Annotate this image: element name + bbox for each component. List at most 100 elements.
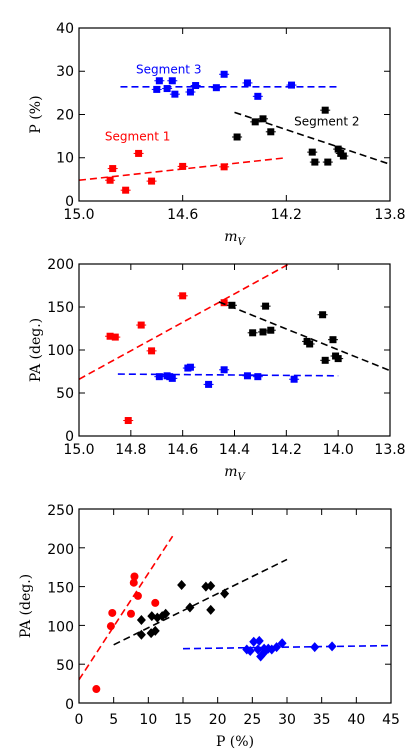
y-tick-label: 20 [56, 107, 74, 123]
y-tick-label: 250 [47, 503, 74, 519]
panel-1: 15.0 14.6 14.2 13.8 0 10 20 30 40 mV P (%) Segment … [28, 21, 406, 248]
data-point [192, 82, 200, 90]
data-point [163, 85, 171, 93]
data-point [106, 176, 114, 184]
y-tick-label: 100 [47, 343, 74, 359]
data-point [259, 328, 267, 336]
series-2 [232, 106, 390, 166]
data-point [124, 417, 132, 425]
x-tick-label: 14.6 [167, 207, 198, 223]
panel-3: 0 5 10 15 20 25 30 35 40 45 0 50 100 150 200 250 P (%) PA… [18, 503, 400, 749]
data-point [288, 81, 296, 89]
data-point [186, 363, 194, 371]
data-point [135, 149, 143, 157]
panel-2: 15.0 14.8 14.6 14.4 14.2 14.0 13.8 0 50 100 150 200… [28, 257, 406, 483]
data-point [153, 85, 161, 93]
data-point [129, 578, 138, 587]
data-point [339, 152, 347, 160]
y-axis-label: PA (deg.) [18, 574, 34, 638]
data-point [168, 77, 176, 85]
fit-line-1 [79, 264, 290, 380]
data-point [334, 145, 342, 153]
fit-line-3 [182, 644, 391, 650]
data-point [171, 90, 179, 98]
data-point [206, 604, 216, 615]
series-3 [182, 635, 391, 662]
y-tick-label: 0 [65, 697, 74, 713]
series-2 [218, 301, 390, 372]
data-point [251, 118, 259, 126]
data-point [147, 611, 157, 622]
y-tick-label: 150 [47, 581, 74, 597]
x-tick-label: 5 [109, 712, 118, 728]
data-point [136, 629, 146, 640]
data-point [329, 336, 337, 344]
data-point [243, 79, 251, 87]
data-point [254, 92, 262, 100]
fit-line-1 [79, 535, 174, 681]
y-tick-label: 150 [47, 300, 74, 316]
data-point [220, 588, 230, 599]
data-point [130, 572, 139, 581]
fit-line-3 [117, 373, 339, 377]
data-point [267, 128, 275, 136]
data-point [185, 602, 195, 613]
series-1 [79, 149, 287, 194]
plot-frame [78, 508, 392, 704]
y-tick-label: 30 [56, 64, 74, 80]
data-point [253, 644, 263, 655]
data-point [245, 646, 255, 657]
x-tick-label: 30 [278, 712, 296, 728]
x-tick-label: 14.6 [167, 442, 198, 458]
x-tick-label: 40 [347, 712, 365, 728]
data-point [148, 177, 156, 185]
data-point [306, 340, 314, 348]
series-3 [120, 70, 339, 100]
data-point [324, 158, 332, 166]
y-tick-label: 200 [47, 542, 74, 558]
data-point [108, 608, 117, 617]
data-point [319, 311, 327, 319]
series-1 [79, 535, 174, 694]
data-point [334, 355, 342, 363]
x-tick-label: 25 [243, 712, 261, 728]
data-point [168, 374, 176, 382]
y-tick-label: 100 [47, 619, 74, 635]
data-point [137, 321, 145, 329]
x-tick-label: 14.4 [219, 442, 250, 458]
series-3 [117, 363, 339, 388]
data-point [205, 380, 213, 388]
data-point [308, 148, 316, 156]
data-point [186, 88, 194, 96]
x-tick-label: 20 [209, 712, 227, 728]
data-point [277, 638, 287, 649]
x-tick-label: 14.8 [115, 442, 146, 458]
data-point [321, 356, 329, 364]
data-point [179, 162, 187, 170]
data-point [179, 292, 187, 300]
data-point [254, 635, 264, 646]
x-tick-label: 35 [313, 712, 331, 728]
y-axis-label: PA (deg.) [28, 318, 44, 382]
data-point [220, 366, 228, 374]
data-point [136, 614, 146, 625]
data-point [133, 591, 142, 600]
data-point [155, 77, 163, 85]
data-point [150, 625, 160, 636]
data-point [321, 106, 329, 114]
x-tick-label: 45 [382, 712, 400, 728]
segment-annotation: Segment 3 [136, 62, 201, 76]
y-tick-label: 10 [56, 151, 74, 167]
segment-annotation: Segment 1 [105, 129, 170, 143]
data-point [259, 115, 267, 123]
fit-line-2 [218, 301, 390, 372]
data-point [262, 302, 270, 310]
data-point [212, 84, 220, 92]
data-point [106, 622, 115, 631]
x-axis-label: mV [224, 229, 246, 248]
data-point [220, 163, 228, 171]
x-tick-label: 0 [75, 712, 84, 728]
x-tick-label: 10 [139, 712, 157, 728]
data-point [310, 642, 320, 653]
y-tick-label: 0 [65, 194, 74, 210]
